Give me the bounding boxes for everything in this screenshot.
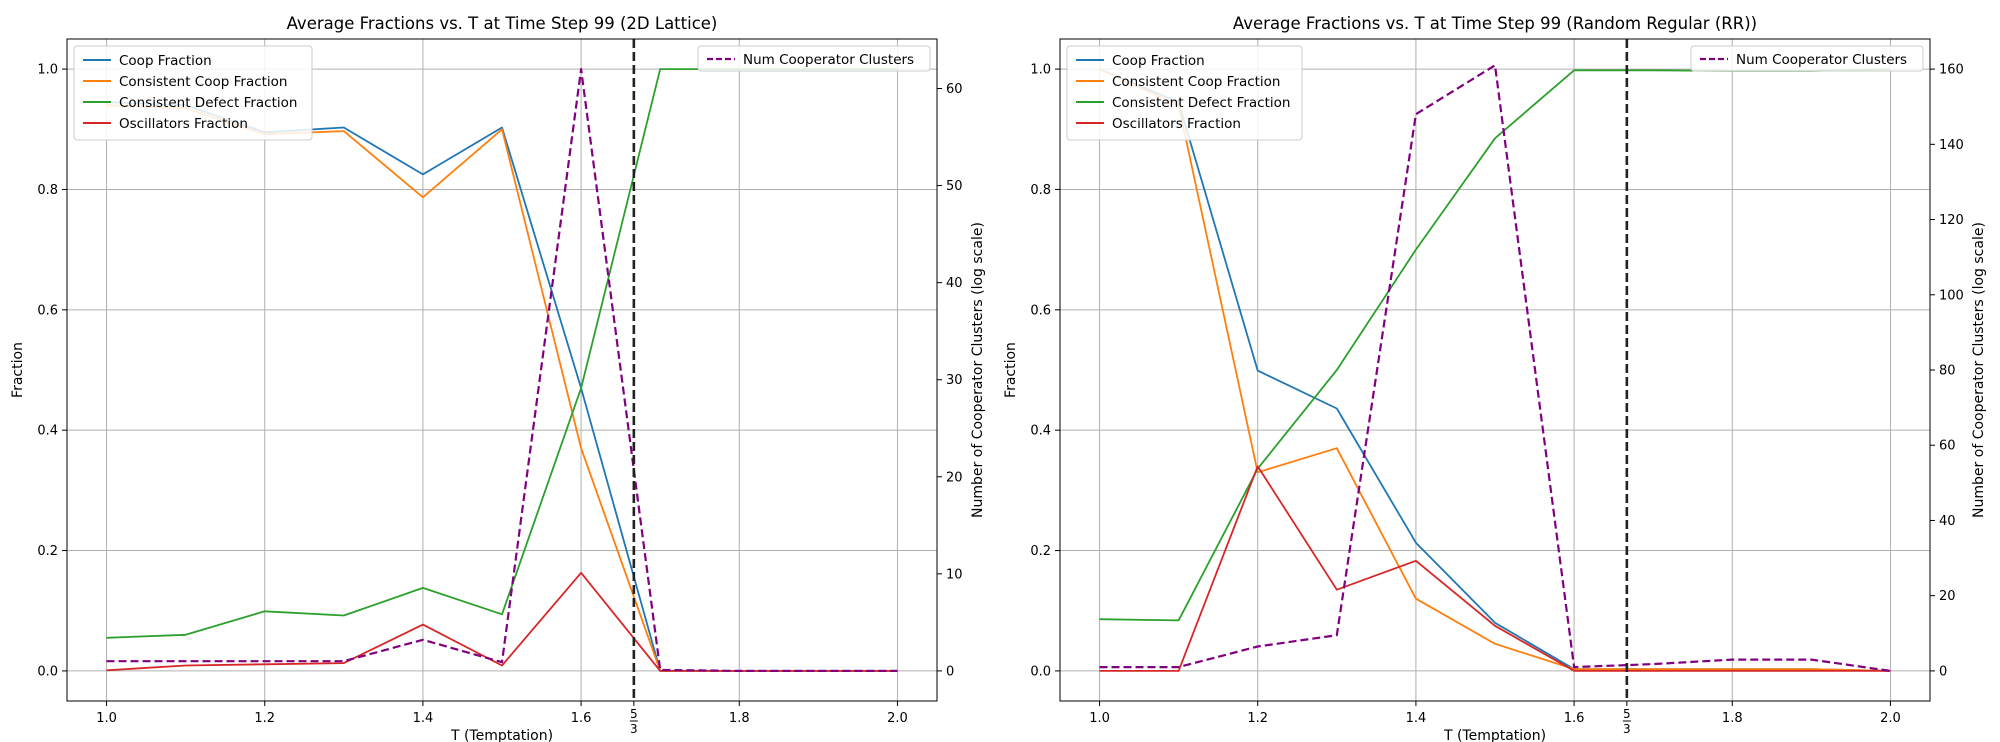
y2-tick-label: 100 <box>1939 288 1964 303</box>
y2-tick-label: 120 <box>1939 213 1964 228</box>
series-line-0 <box>1099 68 1891 672</box>
legend-box <box>1066 45 1303 141</box>
chart-title: Average Fractions vs. T at Time Step 99 … <box>1233 14 1757 33</box>
chart-title: Average Fractions vs. T at Time Step 99 … <box>287 14 718 33</box>
series-line-2 <box>1099 68 1891 622</box>
axes-frame <box>66 38 938 702</box>
x-tick-fraction-denominator: 3 <box>630 722 638 736</box>
x-tick-label: 1.4 <box>413 711 434 726</box>
y2-tick-label: 0 <box>1939 664 1947 679</box>
series-line-1 <box>1099 68 1891 672</box>
y2-tick-label: 80 <box>1939 364 1956 379</box>
y2-tick-label: 0 <box>946 664 954 679</box>
legend-entry: Oscillators Fraction <box>119 116 248 132</box>
x-tick-label: 1.2 <box>1247 711 1268 726</box>
y2-tick-label: 50 <box>946 179 963 194</box>
x-tick-label: 1.4 <box>1406 711 1427 726</box>
y-axis-label: Fraction <box>1003 342 1019 398</box>
series-line-4 <box>106 67 898 673</box>
x-tick-label: 1.6 <box>571 711 592 726</box>
y-tick-label: 0.2 <box>37 544 58 559</box>
series-line-2 <box>106 68 898 639</box>
x-tick-label: 1.8 <box>729 711 750 726</box>
y2-tick-label: 60 <box>946 82 963 97</box>
legend-entry: Consistent Coop Fraction <box>119 74 288 90</box>
legend-entry: Num Cooperator Clusters <box>743 52 914 68</box>
y2-axis-label: Number of Cooperator Clusters (log scale… <box>1971 222 1987 518</box>
y2-axis-label: Number of Cooperator Clusters (log scale… <box>970 222 986 518</box>
x-axis-label: T (Temptation) <box>1443 728 1546 742</box>
series-line-1 <box>106 104 898 672</box>
y2-tick-label: 20 <box>1939 589 1956 604</box>
x-tick-label: 2.0 <box>887 711 908 726</box>
y-tick-label: 0.8 <box>37 183 58 198</box>
x-tick-label: 1.6 <box>1564 711 1585 726</box>
series-line-0 <box>106 101 898 672</box>
x-tick-label: 1.8 <box>1722 711 1743 726</box>
y2-tick-label: 30 <box>946 373 963 388</box>
panel-2d-lattice: 1.0 1.2 1.4 1.6 1.8 2.0 53 0.0 0.2 0.4 0.6 0.8 1.0 0 1… <box>10 14 986 742</box>
y2-tick-label: 40 <box>1939 514 1956 529</box>
x-tick-label: 1.2 <box>254 711 275 726</box>
y-tick-label: 0.6 <box>1030 303 1051 318</box>
series-line-3 <box>1099 465 1891 672</box>
x-axis-label: T (Temptation) <box>450 728 553 742</box>
y-tick-label: 0.6 <box>37 303 58 318</box>
legend-entry: Coop Fraction <box>119 53 212 69</box>
legend-entry: Consistent Coop Fraction <box>1112 74 1281 90</box>
y-tick-label: 0.2 <box>1030 544 1051 559</box>
y-axis-label: Fraction <box>10 342 26 398</box>
y-tick-label: 0.4 <box>37 424 58 439</box>
y-tick-label: 0.4 <box>1030 424 1051 439</box>
x-tick-fraction-denominator: 3 <box>1623 722 1631 736</box>
legend-box <box>697 45 931 72</box>
legend-box <box>1690 45 1924 72</box>
y-tick-label: 0.0 <box>37 664 58 679</box>
y-tick-label: 0.0 <box>1030 664 1051 679</box>
x-tick-label: 1.0 <box>96 711 117 726</box>
y2-tick-label: 40 <box>946 276 963 291</box>
series-line-3 <box>106 571 898 672</box>
y2-tick-label: 140 <box>1939 138 1964 153</box>
x-tick-label: 1.0 <box>1089 711 1110 726</box>
y2-tick-label: 160 <box>1939 63 1964 78</box>
panel-random-regular: 1.0 1.2 1.4 1.6 1.8 2.0 53 0.0 0.2 0.4 0.6 0.8 1.0 0 2… <box>1003 14 1987 742</box>
y-tick-label: 1.0 <box>37 63 58 78</box>
legend-entry: Oscillators Fraction <box>1112 116 1241 132</box>
y2-tick-label: 20 <box>946 470 963 485</box>
y2-tick-label: 60 <box>1939 439 1956 454</box>
x-tick-label: 2.0 <box>1880 711 1901 726</box>
legend-entry: Coop Fraction <box>1112 53 1205 69</box>
legend-box <box>73 45 313 141</box>
y-tick-label: 1.0 <box>1030 63 1051 78</box>
legend-entry: Consistent Defect Fraction <box>1112 95 1290 111</box>
series-line-4 <box>1099 64 1891 672</box>
y-tick-label: 0.8 <box>1030 183 1051 198</box>
y2-tick-label: 10 <box>946 567 963 582</box>
x-tick-fraction-numerator: 5 <box>630 707 638 721</box>
legend-entry: Consistent Defect Fraction <box>119 95 297 111</box>
x-tick-fraction-numerator: 5 <box>1623 707 1631 721</box>
legend-entry: Num Cooperator Clusters <box>1736 52 1907 68</box>
